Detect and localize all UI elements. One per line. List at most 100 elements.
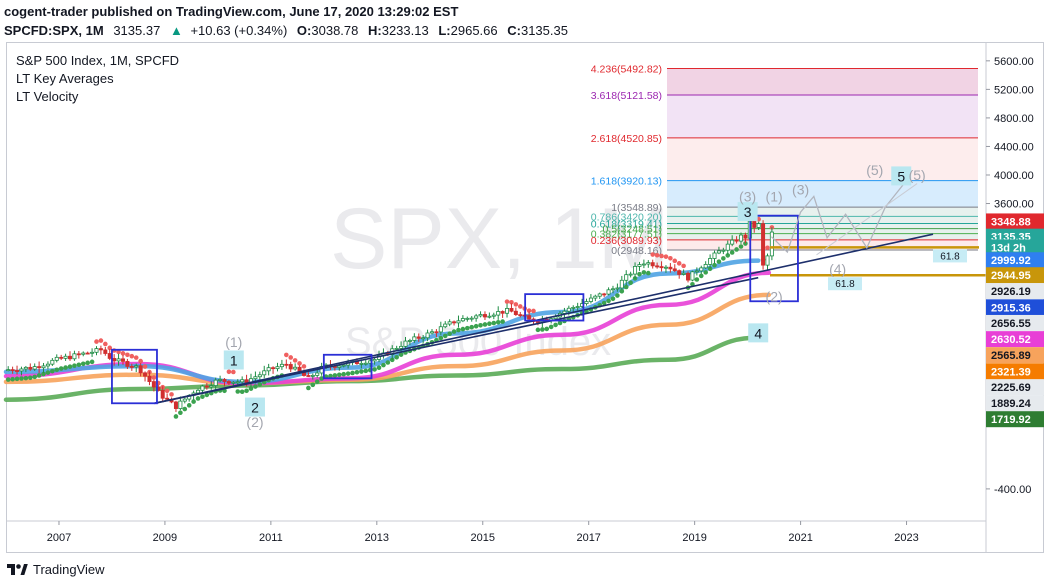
candle-body — [275, 366, 280, 370]
price-badge-label: 2999.92 — [991, 255, 1031, 267]
legend-title[interactable]: S&P 500 Index, 1M, SPCFD — [16, 53, 180, 68]
wave-label-ghost: (2) — [246, 414, 263, 430]
velocity-dot — [178, 410, 183, 416]
velocity-dot — [301, 364, 307, 369]
fib-level-label: 0.618(3319.41) — [591, 219, 662, 231]
price-badge-label: 1719.92 — [991, 414, 1031, 426]
price-badge — [986, 379, 1044, 396]
wave-label-ghost: (1) — [225, 334, 242, 350]
candle-body — [602, 293, 607, 296]
velocity-dot — [319, 376, 324, 381]
velocity-dot — [601, 300, 607, 306]
wave-label: 3 — [744, 204, 752, 220]
candle-body — [655, 265, 660, 268]
symbol-line: SPCFD:SPX, 1M 3135.37 ▲ +10.63 (+0.34%) … — [4, 21, 1044, 40]
candle-body — [633, 266, 638, 275]
high-label: H: — [368, 23, 382, 38]
candle-body — [699, 267, 704, 272]
x-tick-label: 2023 — [894, 532, 918, 544]
candle-body — [518, 314, 523, 317]
candle-body — [593, 295, 598, 299]
candle-body — [562, 310, 567, 314]
velocity-dot — [54, 367, 60, 373]
candle-body — [650, 262, 655, 267]
study-legend: S&P 500 Index, 1M, SPCFD LT Key Averages… — [16, 52, 179, 106]
candle-body — [257, 374, 262, 378]
candle-body — [765, 255, 770, 266]
candle-body — [588, 297, 593, 302]
fib-extension-group: 4.236(5492.82) 3.618(5121.58) 2.618(4520.8… — [591, 63, 978, 257]
legend-study-velocity[interactable]: LT Velocity — [16, 89, 79, 104]
velocity-dot — [226, 369, 232, 375]
candle-body — [15, 370, 20, 372]
highlight-box — [111, 348, 158, 405]
velocity-dot — [460, 326, 466, 332]
candle-body — [672, 268, 677, 272]
candle-body — [708, 258, 713, 265]
candle-body — [129, 366, 134, 368]
velocity-dot — [314, 379, 320, 384]
candle-body — [734, 239, 739, 242]
candle-body — [218, 379, 223, 381]
velocity-dot — [32, 374, 37, 380]
velocity-dot — [164, 388, 170, 394]
velocity-dot — [615, 293, 620, 298]
candle-body — [438, 326, 443, 333]
velocity-dot — [672, 258, 678, 264]
candle-body — [178, 400, 183, 409]
velocity-dot — [610, 296, 616, 302]
wave-label-ghost: (5) — [909, 167, 926, 183]
trendline — [154, 233, 934, 405]
velocity-dot — [540, 327, 545, 332]
candle-body — [359, 363, 364, 365]
candle-body — [173, 401, 178, 409]
velocity-dot — [394, 354, 399, 360]
fib-level-label: 3.618(5121.58) — [591, 90, 662, 102]
candle-body — [10, 369, 15, 372]
velocity-dot — [336, 372, 342, 378]
candle-body — [125, 360, 130, 367]
velocity-dot — [495, 320, 501, 325]
candle-body — [527, 315, 532, 320]
candle-body — [646, 262, 651, 265]
price-badge — [986, 299, 1044, 316]
price-badge — [986, 347, 1044, 364]
legend-study-key-averages[interactable]: LT Key Averages — [16, 71, 114, 86]
symbol-name[interactable]: SPCFD:SPX, 1M — [4, 23, 104, 38]
low-value: 2965.66 — [450, 23, 498, 38]
velocity-dot — [89, 359, 95, 365]
wave-label: 4 — [754, 325, 762, 341]
velocity-dot — [129, 353, 135, 359]
velocity-dot — [517, 304, 523, 309]
candle-body — [160, 389, 165, 399]
chart-header: cogent-trader published on TradingView.c… — [4, 2, 1044, 40]
candle-body — [81, 352, 86, 355]
candle-body — [90, 351, 95, 354]
price-chart[interactable]: SPX, 1M S&P 500 Index 4.236(5492.82) 3.61… — [0, 0, 1048, 556]
candle-body — [23, 366, 28, 370]
candle-body — [434, 331, 439, 334]
tradingview-logo[interactable]: TradingView — [6, 562, 105, 577]
candle-body — [120, 358, 125, 362]
velocity-dot — [535, 327, 541, 333]
velocity-dot — [668, 255, 673, 261]
retracement-label-bg — [933, 249, 967, 263]
price-badge-label: 13d 2h — [991, 242, 1026, 254]
velocity-dot — [27, 375, 33, 381]
velocity-dot — [239, 389, 245, 395]
velocity-dot — [120, 351, 126, 356]
candle-body — [615, 287, 620, 290]
wave-label-bg — [737, 202, 758, 222]
candle-body — [663, 266, 668, 269]
velocity-dot — [513, 302, 519, 307]
candle-body — [143, 372, 148, 377]
velocity-dot — [650, 252, 656, 257]
last-price: 3135.37 — [113, 23, 161, 38]
velocity-dot — [557, 320, 563, 326]
retracement-label: 61.8 — [835, 279, 855, 290]
velocity-dot — [248, 386, 254, 391]
price-badge-label: 2630.52 — [991, 334, 1031, 346]
velocity-dot — [628, 280, 633, 286]
velocity-dot — [698, 273, 704, 279]
wave-label-bg — [223, 350, 244, 370]
